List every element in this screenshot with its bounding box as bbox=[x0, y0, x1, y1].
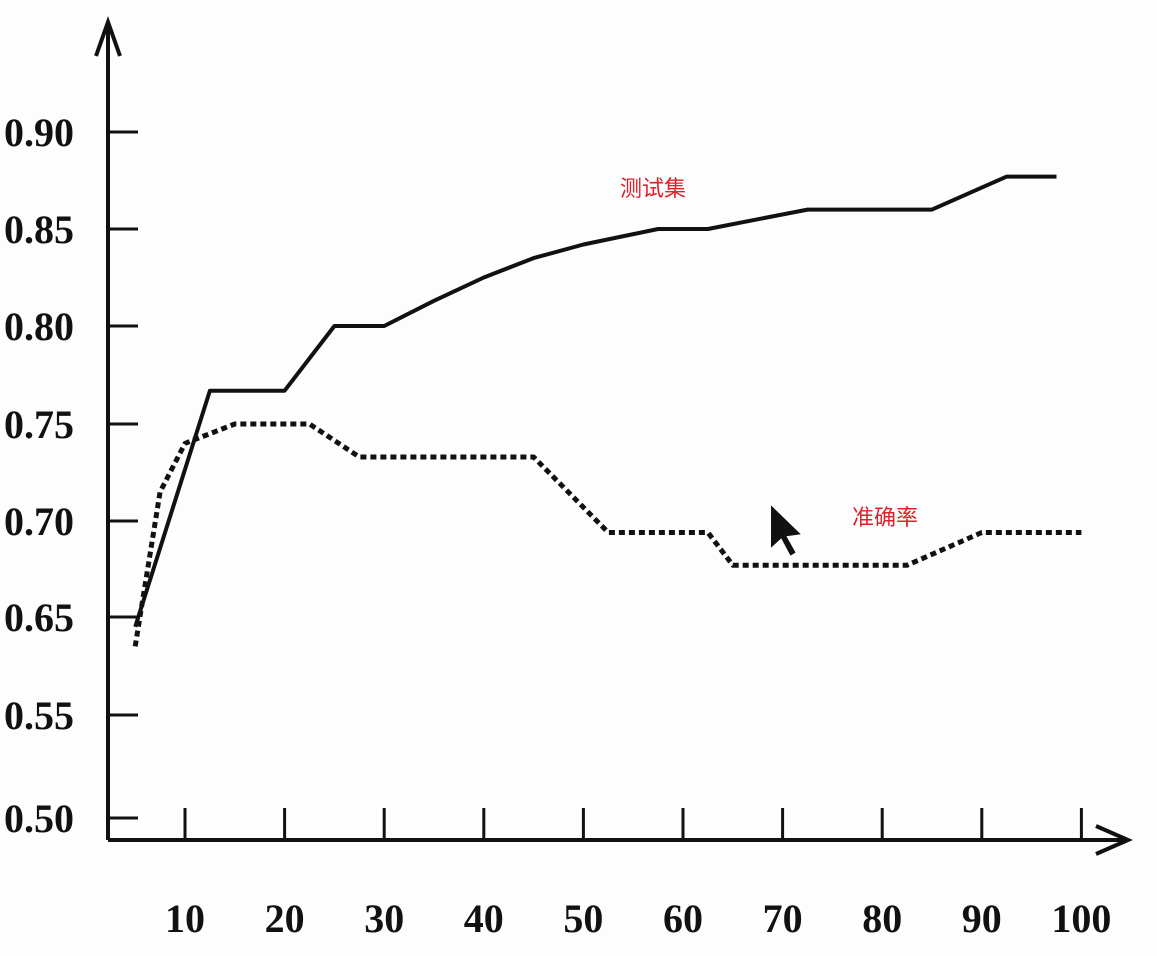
y-tick-label: 0.65 bbox=[4, 595, 74, 640]
x-tick-label: 70 bbox=[763, 896, 803, 941]
x-tick-label: 90 bbox=[962, 896, 1002, 941]
series-line-test-set bbox=[133, 174, 1057, 628]
x-tick-label: 40 bbox=[464, 896, 504, 941]
x-tick-label: 100 bbox=[1051, 896, 1111, 941]
x-tick-label: 50 bbox=[563, 896, 603, 941]
series-labels: 测试集 准确率 bbox=[620, 177, 918, 531]
mouse-cursor-icon bbox=[769, 500, 806, 559]
x-tick-label: 80 bbox=[862, 896, 902, 941]
axes: 10 20 30 40 50 60 70 80 90 100 0.50 0.55 0.65 0.70 0.7… bbox=[4, 15, 1133, 941]
series-label-test-set: 测试集 bbox=[620, 177, 686, 202]
x-tick-label: 10 bbox=[165, 896, 205, 941]
x-tick-label: 60 bbox=[663, 896, 703, 941]
y-tick-label: 0.75 bbox=[4, 402, 74, 447]
y-tick-label: 0.55 bbox=[4, 693, 74, 738]
y-tick-label: 0.90 bbox=[4, 110, 74, 155]
series-label-accuracy: 准确率 bbox=[852, 506, 918, 531]
series-layer bbox=[132, 174, 1082, 647]
y-tick-label: 0.80 bbox=[4, 304, 74, 349]
x-tick-label: 20 bbox=[265, 896, 305, 941]
y-tick-label: 0.70 bbox=[4, 499, 74, 544]
x-tick-label: 30 bbox=[364, 896, 404, 941]
series-line-accuracy bbox=[132, 421, 1082, 647]
x-axis-arrow-icon bbox=[1095, 824, 1133, 856]
y-tick-label: 0.85 bbox=[4, 207, 74, 252]
y-tick-label: 0.50 bbox=[4, 796, 74, 841]
y-axis-arrow-icon bbox=[94, 15, 122, 57]
